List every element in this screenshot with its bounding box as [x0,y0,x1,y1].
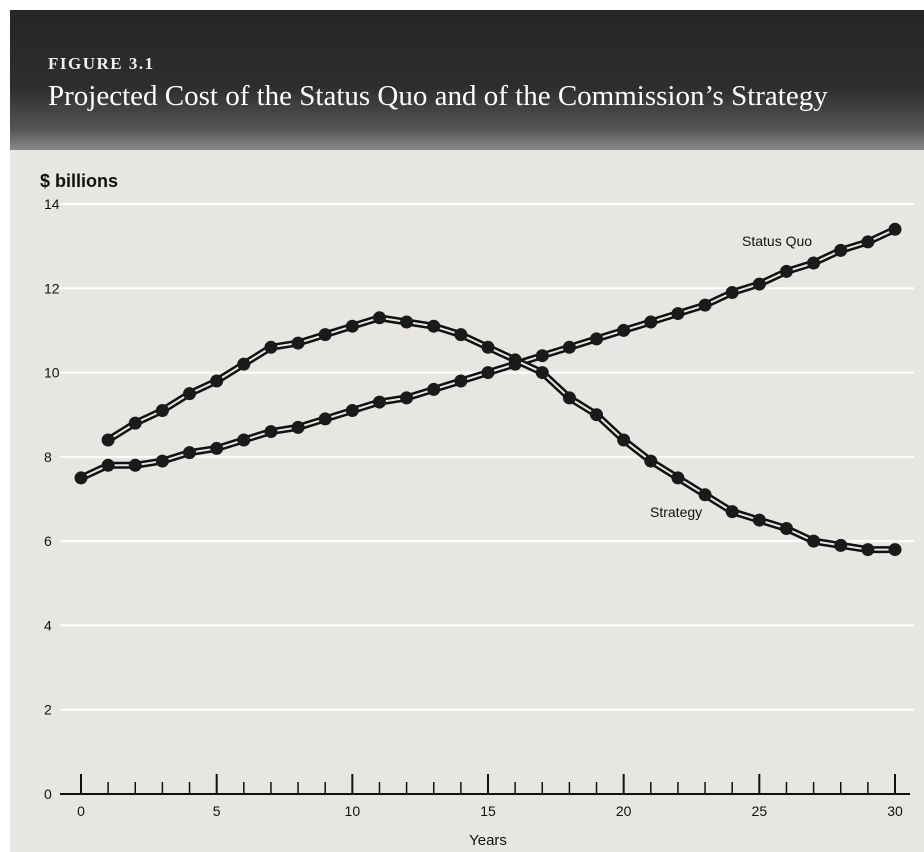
data-point-status-quo [725,286,739,299]
series-line-inner-strategy [107,316,895,551]
data-point-strategy [807,534,821,548]
data-point-status-quo [291,420,305,434]
data-point-status-quo [535,349,549,363]
figure-header: FIGURE 3.1 Projected Cost of the Status … [10,10,924,150]
data-point-status-quo [372,395,386,409]
data-point-strategy [155,404,169,417]
data-point-status-quo [888,222,902,236]
figure-label: FIGURE 3.1 [48,54,155,73]
series-layer [74,222,902,557]
data-point-strategy [562,391,576,405]
y-tick-label: 2 [44,702,52,718]
x-tick-label: 20 [616,803,632,819]
y-axis-label: $ billions [40,171,118,191]
data-point-strategy [698,488,712,502]
data-point-strategy [454,328,468,342]
figure: FIGURE 3.1 Projected Cost of the Status … [10,10,924,852]
data-point-strategy [888,543,902,557]
data-point-status-quo [427,382,441,396]
y-tick-label: 10 [44,365,60,381]
data-point-status-quo [644,315,658,329]
data-point-strategy [617,433,631,447]
data-point-strategy [264,340,278,354]
data-point-status-quo [481,366,495,380]
data-point-status-quo [318,412,332,426]
y-tick-label: 12 [44,280,60,296]
figure-title: Projected Cost of the Status Quo and of … [48,80,828,112]
grid-lines [60,203,914,711]
x-tick-label: 15 [480,803,496,819]
data-point-strategy [725,505,739,519]
data-point-status-quo [128,458,142,472]
data-point-status-quo [74,471,88,485]
data-point-strategy [779,522,793,535]
axes: 0 2 4 6 8 10 12 14 0 5 10 15 20 25 30 [44,196,910,819]
data-point-status-quo [779,264,793,278]
data-point-status-quo [400,391,414,405]
x-tick-label: 30 [887,803,903,819]
data-point-strategy [183,387,197,401]
data-point-strategy [237,357,251,371]
data-point-strategy [535,366,549,380]
data-point-strategy [210,374,224,388]
data-point-strategy [481,340,495,354]
data-point-strategy [101,433,115,447]
annotation-status-quo: Status Quo [742,233,812,249]
data-point-strategy [400,315,414,329]
data-point-status-quo [617,323,631,337]
y-tick-label: 4 [44,617,52,633]
x-tick-label: 25 [752,803,768,819]
data-point-strategy [427,319,441,333]
data-point-status-quo [834,243,848,257]
x-tick-label: 0 [77,803,85,819]
x-tick-label: 5 [213,803,221,819]
data-point-strategy [318,328,332,342]
data-point-status-quo [454,374,468,388]
data-point-status-quo [590,332,604,346]
y-tick-label: 6 [44,533,52,549]
y-tick-label: 14 [44,196,60,212]
data-point-status-quo [264,425,278,439]
data-point-status-quo [562,340,576,354]
data-point-status-quo [183,446,197,460]
data-point-status-quo [752,277,766,291]
data-point-strategy [644,454,658,468]
data-point-strategy [128,416,142,430]
data-point-strategy [345,319,359,333]
data-point-status-quo [210,441,224,455]
data-point-status-quo [698,298,712,312]
annotation-strategy: Strategy [650,504,702,520]
y-tick-label: 0 [44,786,52,802]
data-point-strategy [861,543,875,557]
data-point-strategy [752,513,766,527]
data-point-status-quo [671,307,685,321]
data-point-strategy [508,353,522,367]
data-point-strategy [834,538,848,552]
data-point-status-quo [345,404,359,417]
data-point-strategy [671,471,685,485]
data-point-status-quo [807,256,821,270]
data-point-strategy [372,311,386,325]
y-tick-label: 8 [44,449,52,465]
data-point-strategy [590,408,604,422]
data-point-status-quo [861,235,875,249]
data-point-strategy [291,336,305,350]
x-axis-label: Years [469,832,507,849]
data-point-status-quo [237,433,251,447]
x-tick-label: 10 [345,803,361,819]
data-point-status-quo [101,458,115,472]
data-point-status-quo [155,454,169,468]
